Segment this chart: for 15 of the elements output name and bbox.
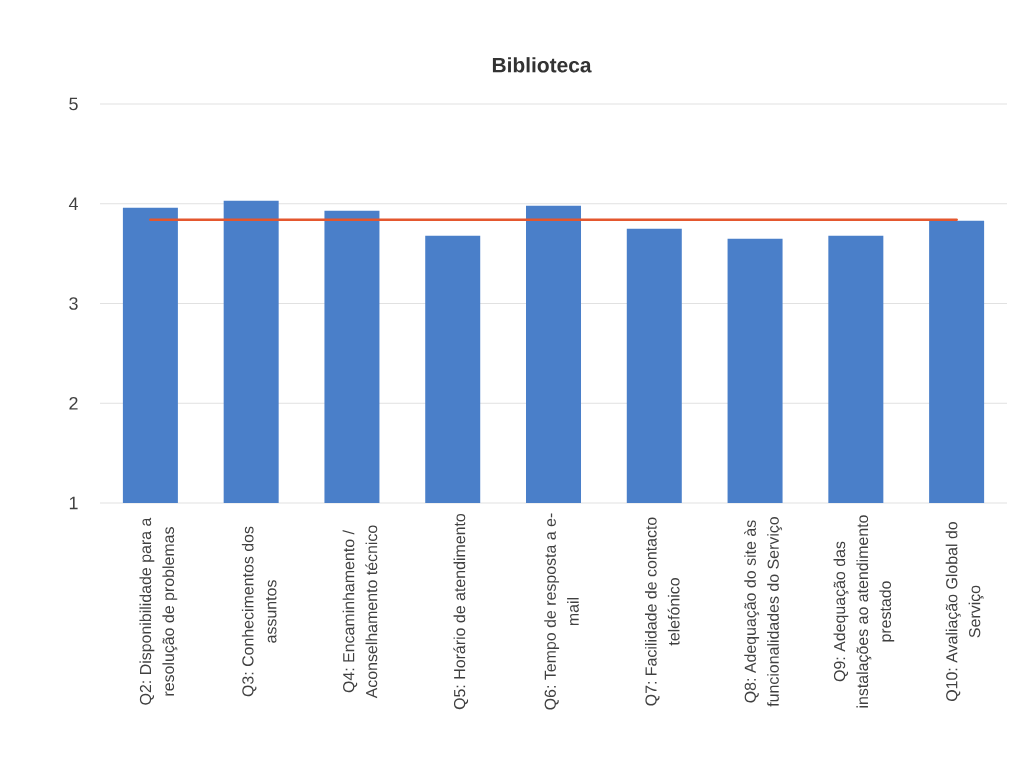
chart-title: Biblioteca <box>492 57 592 73</box>
y-tick-label: 2 <box>69 396 78 410</box>
y-tick-label: 5 <box>69 97 78 111</box>
x-tick-label: Q8: Adequação do site às funcionalidades do Serviço <box>744 516 783 707</box>
x-tick-label: Q6: Tempo de resposta a e-mail <box>544 513 579 710</box>
x-tick-label: Q4: Encaminhamento / Aconselhamento técnico <box>342 525 378 699</box>
x-tick-label: Q9: Adequação das instalações ao atendimento prestado <box>833 515 895 708</box>
x-tick-label: Q10: Avaliação Global do Serviço <box>945 521 984 702</box>
y-tick-label: 3 <box>69 297 78 310</box>
x-tick-label: Q2: Disponibilidade para a resolução de problemas <box>139 517 178 705</box>
x-tick-label: Q7: Facilidade de contacto telefónico <box>644 517 680 706</box>
x-tick-label: Q3: Conhecimentos dos assuntos <box>241 526 277 697</box>
y-tick-label: 4 <box>68 197 78 210</box>
x-tick-label: Q5: Horário de atendimento <box>453 513 469 710</box>
y-tick-label: 1 <box>69 496 78 510</box>
